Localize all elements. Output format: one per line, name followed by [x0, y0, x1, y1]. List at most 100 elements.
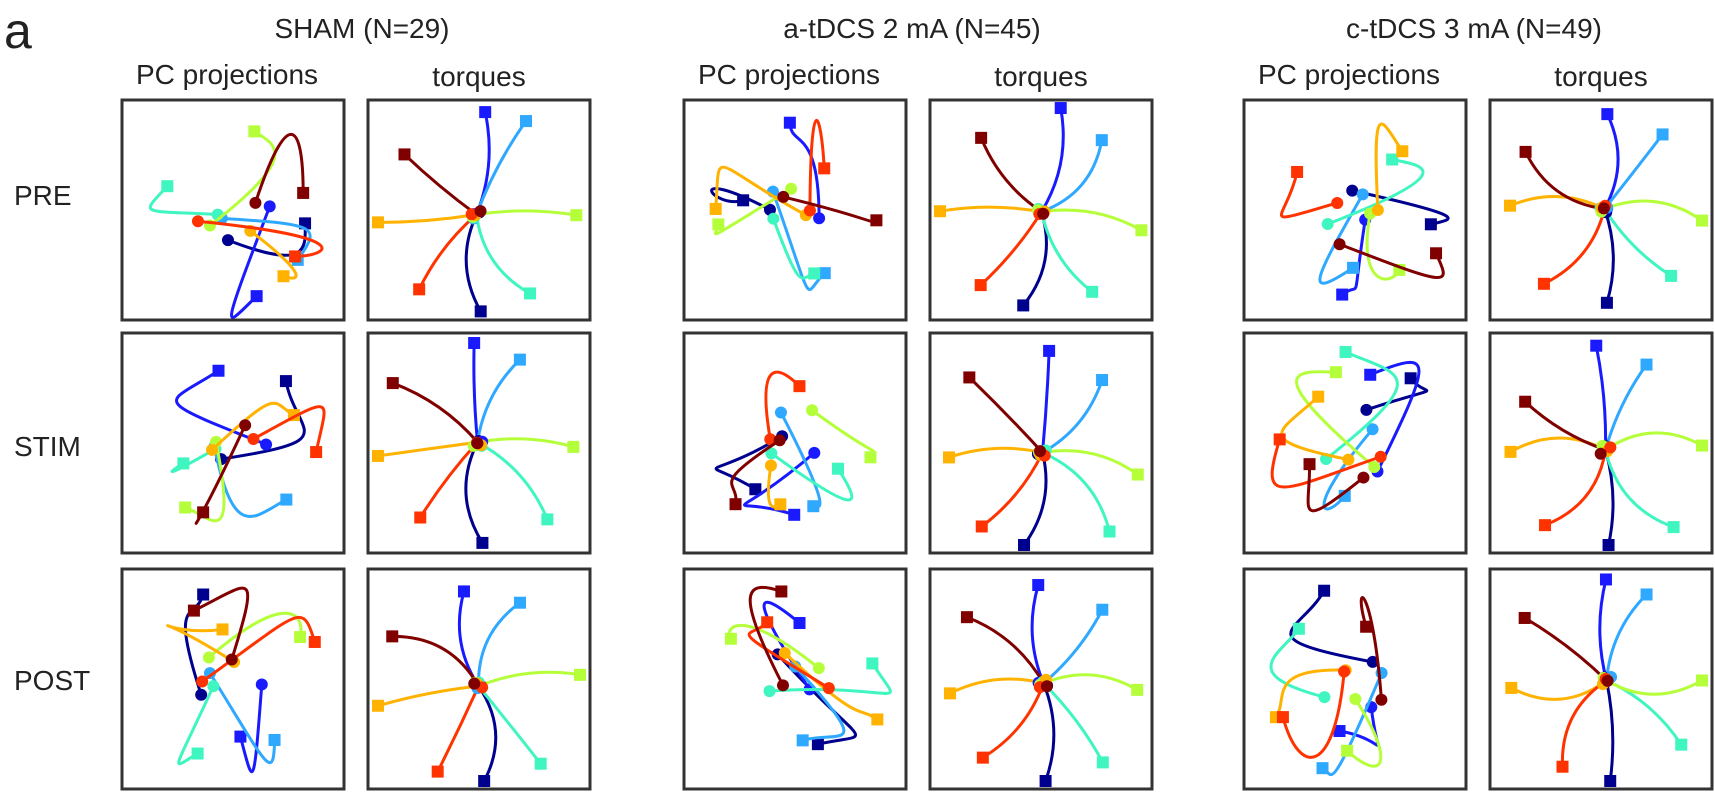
endpoint-square [1656, 128, 1669, 141]
endpoint-square [729, 498, 742, 511]
trajectory-line [1270, 437, 1383, 489]
start-dot [763, 203, 776, 216]
endpoint-square [1696, 674, 1708, 687]
endpoint-square [1404, 372, 1417, 385]
endpoint-square [513, 353, 526, 366]
trajectory-line [1359, 596, 1383, 702]
endpoint-square [1675, 738, 1688, 751]
endpoint-square [297, 186, 310, 199]
row-label: STIM [14, 431, 81, 462]
start-dot [1371, 204, 1384, 217]
endpoint-square [1336, 288, 1349, 301]
endpoint-square [476, 536, 489, 549]
endpoint-square [1696, 439, 1708, 452]
trajectory-line [788, 121, 821, 220]
trajectory-line [1603, 112, 1620, 211]
endpoint-square [280, 493, 293, 506]
start-dot [776, 679, 789, 692]
endpoint-square [398, 148, 411, 161]
trajectory-line [1322, 427, 1375, 511]
trajectory-line [177, 684, 215, 766]
panel-frame [120, 567, 346, 791]
endpoint-square [1601, 108, 1614, 121]
endpoint-square [524, 287, 537, 300]
trajectory-line [1605, 592, 1649, 683]
group-title: a-tDCS 2 mA (N=45) [783, 13, 1041, 44]
trajectory-line [1318, 192, 1365, 285]
trajectory-line [472, 341, 480, 444]
endpoint-square [871, 713, 884, 726]
endpoint-square [431, 765, 444, 778]
trajectory-line [948, 677, 1046, 695]
endpoint-square [1696, 214, 1708, 227]
panel-frame [1488, 331, 1714, 555]
trajectory-line [769, 451, 854, 502]
trajectory-line [207, 611, 303, 659]
start-dot [1356, 188, 1369, 201]
trajectory-line [979, 136, 1044, 214]
start-dot [249, 196, 262, 209]
trajectory-line [1279, 170, 1339, 219]
trajectory-line [938, 205, 1044, 214]
endpoint-square [386, 377, 399, 390]
panel-frame [928, 567, 1154, 791]
trajectory-line [464, 440, 484, 545]
endpoint-square [197, 588, 210, 601]
row-label: POST [14, 665, 90, 696]
trajectory-line [219, 379, 306, 461]
subplot-header: torques [1554, 61, 1647, 92]
endpoint-square [1054, 102, 1067, 115]
endpoint-square [177, 457, 190, 470]
endpoint-square [567, 440, 580, 453]
endpoint-square [808, 267, 821, 280]
trajectory-line [475, 119, 528, 217]
trajectory-line [1281, 669, 1346, 759]
endpoint-square [519, 115, 532, 128]
endpoint-square [1303, 458, 1316, 471]
endpoint-square [943, 687, 956, 700]
trajectory-line [436, 684, 481, 774]
start-dot [1331, 196, 1344, 209]
endpoint-square [1276, 711, 1289, 724]
start-dot [1366, 655, 1379, 668]
trajectory-line [1289, 589, 1375, 664]
endpoint-square [1505, 681, 1518, 694]
trajectory-line [714, 165, 808, 217]
trajectory-line [1022, 451, 1048, 547]
trajectory-line [475, 209, 578, 217]
endpoint-square [1095, 134, 1108, 147]
trajectory-line [1040, 208, 1143, 232]
trajectory-line [253, 132, 305, 205]
trajectory-line [477, 684, 543, 766]
endpoint-square [788, 508, 801, 521]
endpoint-square [474, 305, 487, 318]
endpoint-square [807, 500, 820, 513]
start-dot [1040, 680, 1053, 693]
pc-projection-panel [682, 98, 908, 322]
start-dot [808, 446, 821, 459]
panel-frame [1242, 98, 1468, 322]
endpoint-square [1430, 247, 1443, 260]
trajectory-line [1324, 350, 1399, 461]
endpoint-square [976, 751, 989, 764]
trajectory-line [148, 184, 220, 217]
trajectory-line [743, 451, 816, 517]
endpoint-square [1347, 261, 1360, 274]
start-dot [806, 404, 819, 417]
endpoint-square [975, 131, 988, 144]
pc-projection-panel [682, 567, 908, 791]
start-dot [764, 459, 777, 472]
endpoint-square [1424, 218, 1437, 231]
endpoint-square [1131, 683, 1144, 696]
endpoint-square [216, 623, 229, 636]
panel-frame [682, 98, 908, 322]
torque-panel [928, 98, 1154, 322]
endpoint-square [1032, 579, 1045, 592]
panel-frame [682, 331, 908, 555]
trajectory-line [1543, 448, 1608, 527]
trajectory-line [1041, 349, 1051, 455]
trajectory-line [965, 615, 1046, 685]
endpoint-square [1360, 620, 1373, 633]
trajectory-line [210, 401, 296, 452]
panel-letter: a [4, 3, 32, 59]
